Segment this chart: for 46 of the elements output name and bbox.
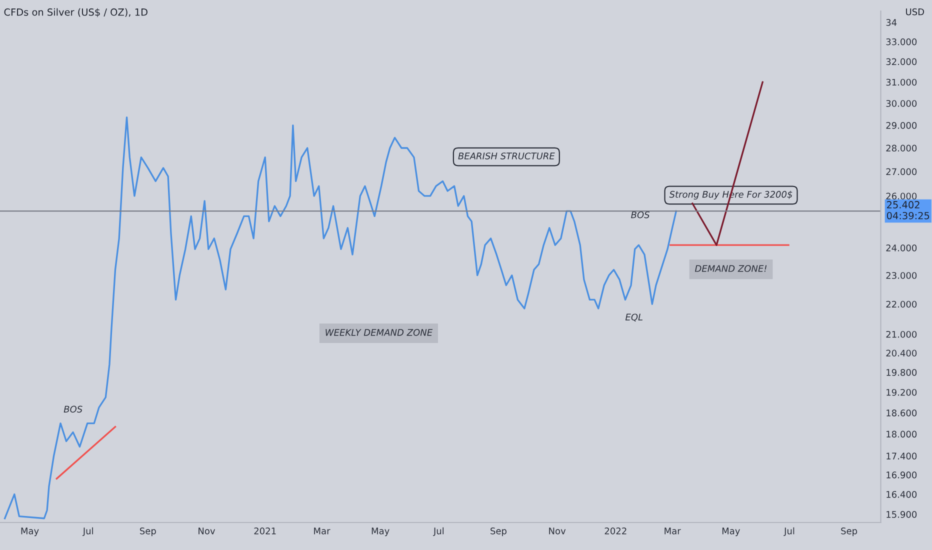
y-tick-label: 29.000 <box>886 122 917 129</box>
y-tick-label: 31.000 <box>886 78 917 86</box>
annotation: BEARISH STRUCTURE <box>458 152 555 160</box>
y-tick-label: 19.800 <box>886 369 917 376</box>
y-tick-label: 34 <box>886 19 897 26</box>
y-tick-label: 15.900 <box>886 511 917 518</box>
annotation: EQL <box>625 314 643 322</box>
annotation: WEEKLY DEMAND ZONE <box>326 329 433 336</box>
annotation: BOS <box>64 406 82 413</box>
x-tick-label: May <box>21 528 39 536</box>
x-tick-label: Sep <box>841 528 858 536</box>
x-tick-label: 2022 <box>604 528 626 534</box>
y-tick-label: 21.000 <box>886 330 917 338</box>
y-tick-label: 18.600 <box>886 410 917 416</box>
y-tick-label: 30.000 <box>886 100 917 107</box>
ref-line-label: 25.402 04:39:25 <box>886 201 930 220</box>
annotation: BOS <box>631 211 650 218</box>
x-tick-label: Mar <box>664 528 681 534</box>
x-tick-label: May <box>722 528 740 536</box>
y-tick-label: 19.200 <box>886 388 917 396</box>
y-tick-label: 22.000 <box>886 300 917 308</box>
y-tick-label: 18.000 <box>886 430 917 438</box>
x-tick-label: Nov <box>198 528 216 534</box>
x-tick-label: Jul <box>433 527 444 536</box>
x-tick-label: Sep <box>490 528 506 536</box>
annotation: DEMAND ZONE! <box>694 265 767 272</box>
y-tick-label: 16.900 <box>886 472 917 478</box>
y-tick-label: 32.000 <box>886 58 917 66</box>
x-tick-label: Mar <box>314 528 330 534</box>
x-tick-label: Nov <box>549 528 566 534</box>
y-tick-label: 23.000 <box>886 272 917 279</box>
y-axis-title: USD <box>906 8 924 16</box>
y-tick-label: 26.000 <box>886 192 917 200</box>
x-tick-label: Jul <box>82 527 93 536</box>
x-tick-label: May <box>372 528 390 536</box>
chart-title: CFDs on Silver (US$ / OZ), 1D <box>4 8 148 18</box>
x-tick-label: 2021 <box>254 528 276 534</box>
y-tick-label: 24.000 <box>886 244 917 252</box>
y-tick-label: 20.400 <box>886 350 917 357</box>
x-tick-label: Sep <box>140 528 156 536</box>
x-tick-label: Jul <box>784 527 794 536</box>
y-tick-label: 17.400 <box>886 452 917 460</box>
y-tick-label: 33.000 <box>886 38 917 46</box>
y-tick-label: 28.000 <box>886 144 917 152</box>
y-tick-label: 16.400 <box>886 490 917 498</box>
y-tick-label: 27.000 <box>886 168 917 176</box>
